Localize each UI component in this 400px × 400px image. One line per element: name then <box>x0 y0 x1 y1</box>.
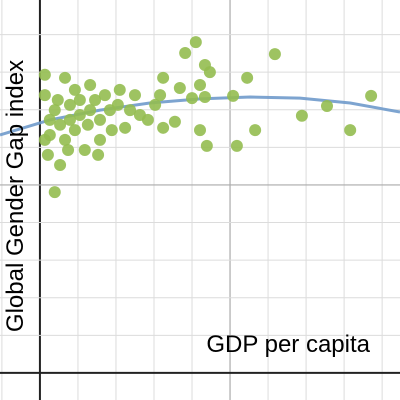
data-point <box>81 118 94 131</box>
data-point <box>84 104 97 117</box>
data-point <box>194 124 206 137</box>
data-point <box>38 68 51 81</box>
data-point <box>268 48 281 61</box>
data-point <box>54 159 67 172</box>
data-point <box>200 139 213 152</box>
marks <box>0 36 400 199</box>
data-point <box>43 113 56 126</box>
data-point <box>173 81 186 94</box>
data-point <box>154 89 167 102</box>
data-point <box>365 89 378 102</box>
data-point <box>68 83 81 96</box>
data-point <box>241 71 254 84</box>
data-point <box>194 78 206 91</box>
data-point <box>179 47 192 60</box>
data-point <box>63 98 76 111</box>
data-point <box>84 78 97 91</box>
data-point <box>62 144 75 156</box>
data-point <box>94 113 106 126</box>
data-point <box>68 124 81 137</box>
data-point <box>295 109 308 122</box>
data-point <box>113 83 126 96</box>
data-point <box>168 115 181 128</box>
data-point <box>203 66 216 79</box>
data-point <box>48 104 61 117</box>
data-point <box>78 144 91 156</box>
data-point <box>230 139 243 152</box>
data-point <box>92 148 105 161</box>
data-point <box>198 90 211 103</box>
data-point <box>119 121 132 134</box>
data-point <box>48 186 61 199</box>
data-point <box>111 98 124 111</box>
data-point <box>73 109 86 122</box>
data-point <box>133 109 146 122</box>
data-point <box>157 71 170 84</box>
data-point <box>227 89 240 102</box>
data-point <box>41 148 54 161</box>
data-point <box>43 128 56 141</box>
y-axis-label: Global Gender Gap index <box>2 60 29 332</box>
data-point <box>94 133 106 146</box>
data-point <box>51 94 64 106</box>
data-point <box>73 94 86 106</box>
data-point <box>54 118 67 131</box>
data-point <box>186 92 199 105</box>
data-point <box>320 100 333 113</box>
data-point <box>98 89 111 102</box>
x-axis-label: GDP per capita <box>206 331 370 358</box>
data-point <box>149 98 162 111</box>
data-point <box>89 94 102 106</box>
data-point <box>105 124 118 137</box>
data-point <box>157 121 170 134</box>
data-point <box>59 133 72 146</box>
data-point <box>128 89 141 102</box>
data-point <box>344 124 357 137</box>
data-point <box>189 36 202 49</box>
data-point <box>38 89 51 102</box>
data-point <box>59 71 72 84</box>
data-point <box>63 113 76 126</box>
data-point <box>249 124 262 137</box>
data-point <box>124 104 137 117</box>
